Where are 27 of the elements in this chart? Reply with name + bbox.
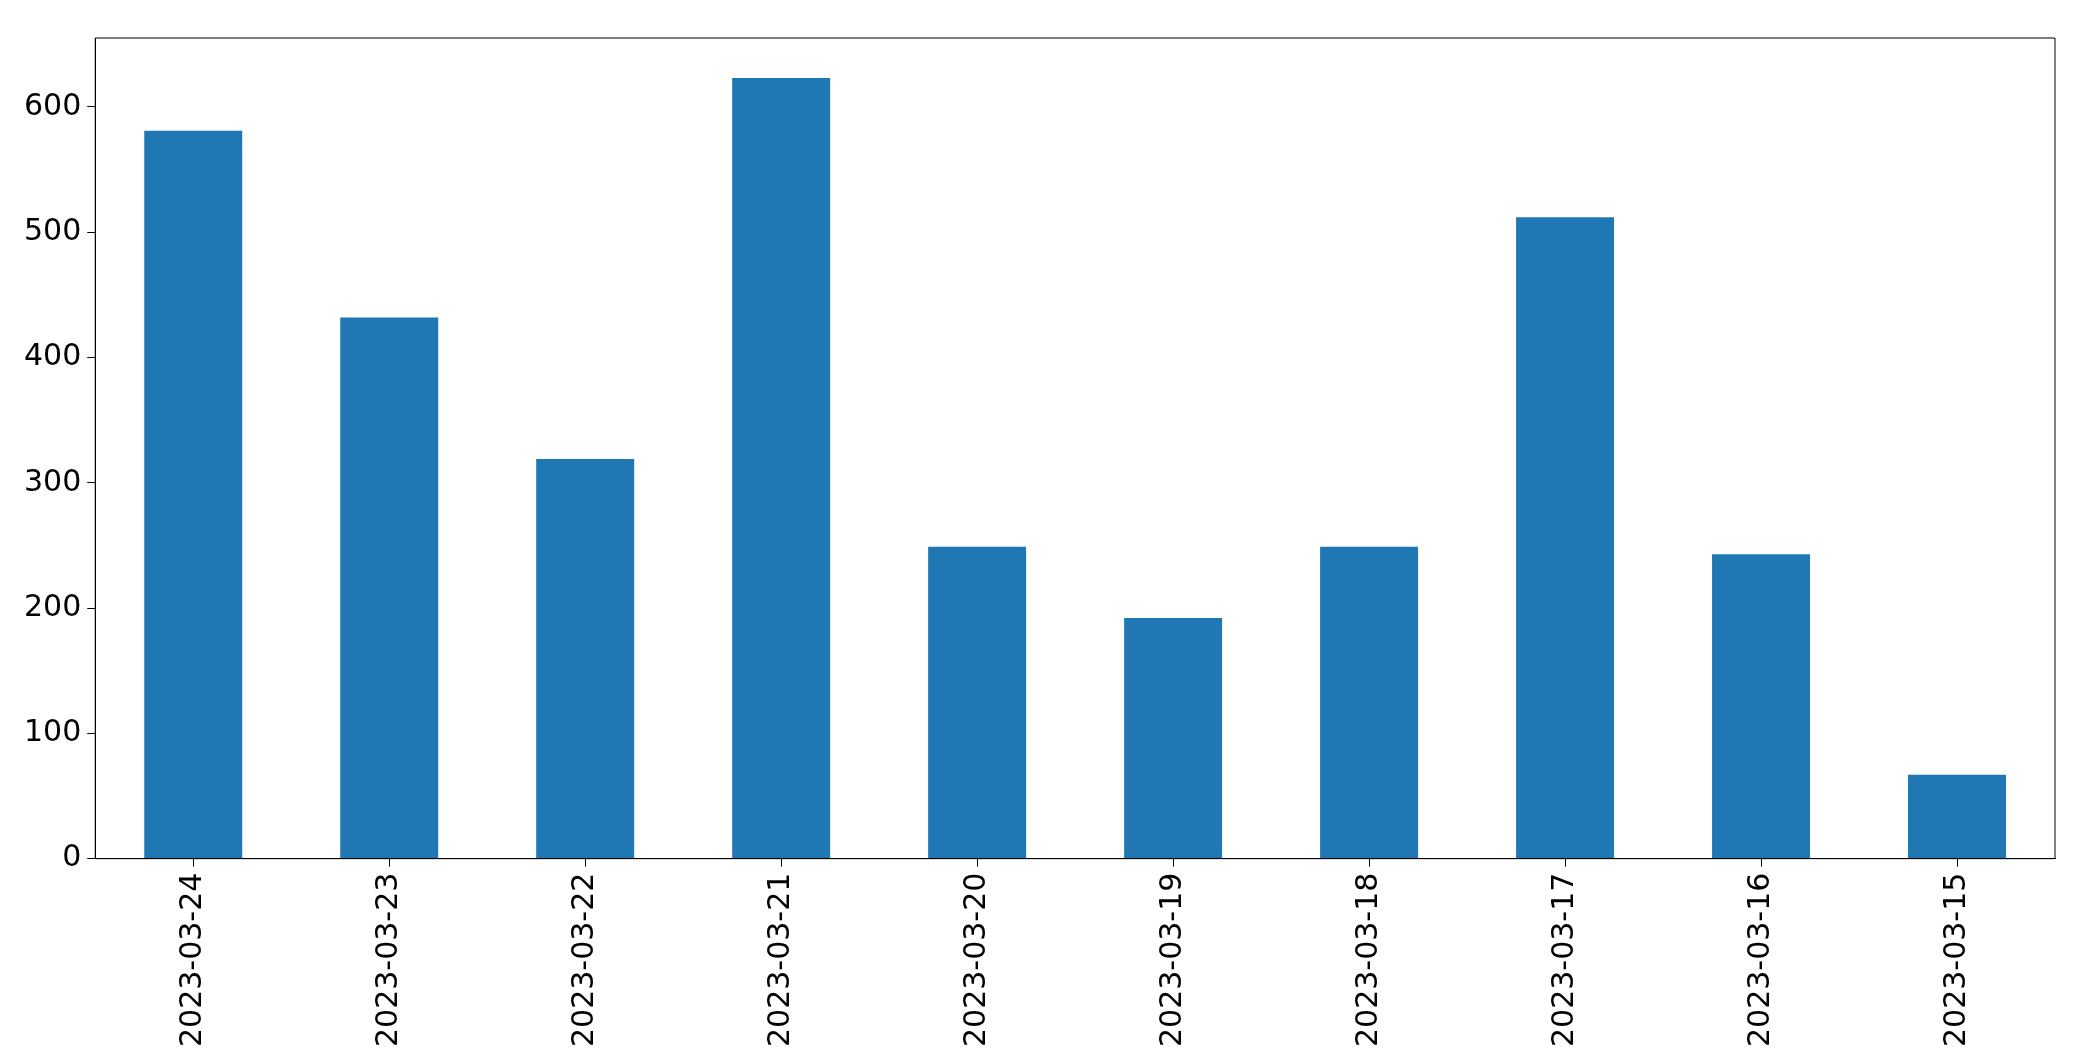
y-tick-label: 0 xyxy=(62,838,82,874)
x-tick-label: 2023-03-15 xyxy=(1936,872,1972,1048)
y-tick-label: 600 xyxy=(24,86,82,122)
x-tick-label: 2023-03-17 xyxy=(1544,872,1580,1048)
x-tick-label: 2023-03-21 xyxy=(760,872,796,1048)
x-tick-label: 2023-03-23 xyxy=(369,872,405,1048)
bar xyxy=(1712,554,1811,859)
x-tick-label: 2023-03-20 xyxy=(956,872,992,1048)
y-tick-label: 300 xyxy=(24,462,82,498)
bar xyxy=(536,458,635,859)
bar xyxy=(732,78,831,859)
bar xyxy=(1908,774,2007,859)
bar xyxy=(1124,618,1223,859)
x-tick-label: 2023-03-24 xyxy=(173,872,209,1048)
x-tick-label: 2023-03-19 xyxy=(1152,872,1188,1048)
x-tick-label: 2023-03-22 xyxy=(564,872,600,1048)
x-tick-label: 2023-03-16 xyxy=(1740,872,1776,1048)
bar xyxy=(144,130,243,859)
bar xyxy=(1516,217,1615,859)
y-tick-label: 500 xyxy=(24,212,82,247)
y-tick-label: 200 xyxy=(24,587,82,623)
bar xyxy=(928,546,1027,859)
y-tick-label: 400 xyxy=(24,337,82,373)
y-tick-label: 100 xyxy=(24,713,82,749)
bar xyxy=(340,317,439,859)
bar xyxy=(1320,546,1419,859)
x-tick-label: 2023-03-18 xyxy=(1348,872,1384,1048)
